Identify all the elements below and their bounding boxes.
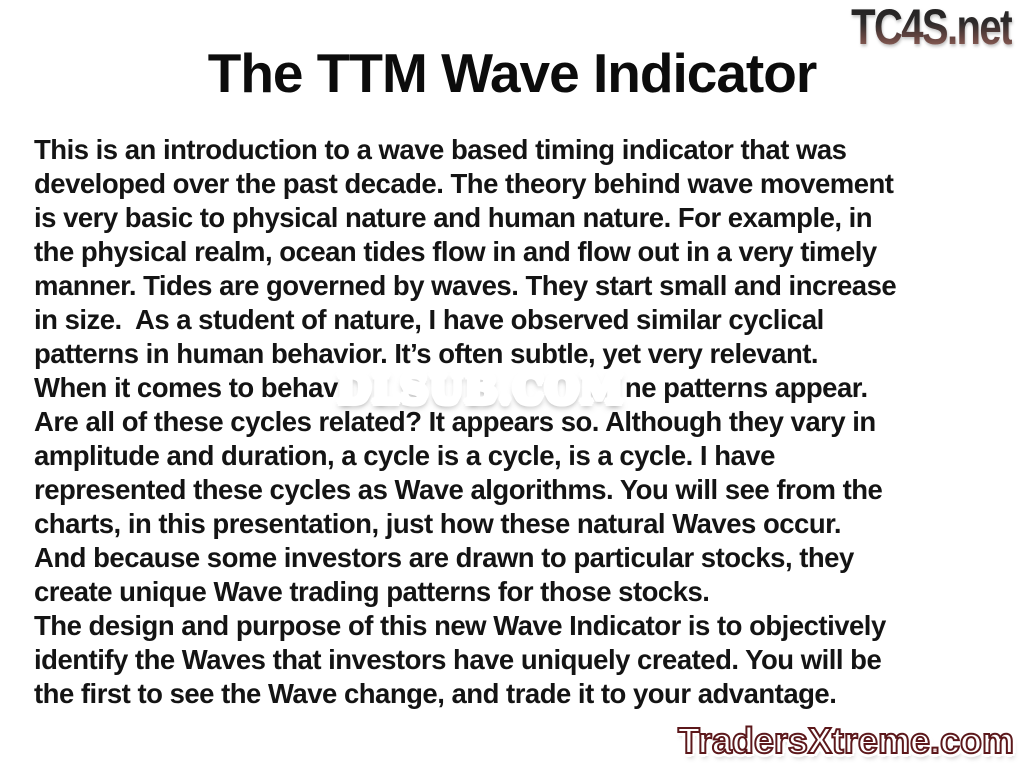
tradersxtreme-com-logo: TradersXtreme.com (677, 720, 1015, 761)
slide-title: The TTM Wave Indicator (207, 42, 818, 104)
slide-body-paragraph: This is an introduction to a wave based … (34, 133, 1002, 711)
text-line: And because some investors are drawn to … (34, 542, 854, 573)
text-line: patterns in human behavior. It’s often s… (34, 338, 819, 369)
text-line: represented these cycles as Wave algorit… (34, 474, 883, 505)
obscured-line-prefix: When it comes to behavi (34, 372, 345, 403)
text-line: The design and purpose of this new Wave … (34, 610, 886, 641)
text-line: amplitude and duration, a cycle is a cyc… (34, 440, 775, 471)
text-line: in size. As a student of nature, I have … (34, 304, 824, 335)
text-line: identify the Waves that investors have u… (34, 644, 882, 675)
obscured-line-suffix: ne patterns appear. (624, 372, 868, 403)
text-line: charts, in this presentation, just how t… (34, 508, 841, 539)
text-line: developed over the past decade. The theo… (34, 168, 894, 199)
text-line: Are all of these cycles related? It appe… (34, 406, 876, 437)
tc4s-net-logo: TC4S.net (851, 0, 1013, 55)
text-line-obscured: When it comes to behavi DLSUB.COM ne patte… (34, 369, 1002, 410)
text-line: the physical realm, ocean tides flow in … (34, 236, 877, 267)
watermark-anchor: DLSUB.COM (336, 369, 625, 410)
text-line: This is an introduction to a wave based … (34, 134, 847, 165)
dlsub-com-watermark: DLSUB.COM (336, 366, 625, 412)
text-line: the first to see the Wave change, and tr… (34, 678, 837, 709)
text-line: is very basic to physical nature and hum… (34, 202, 873, 233)
text-line: create unique Wave trading patterns for … (34, 576, 710, 607)
text-line: manner. Tides are governed by waves. The… (34, 270, 897, 301)
